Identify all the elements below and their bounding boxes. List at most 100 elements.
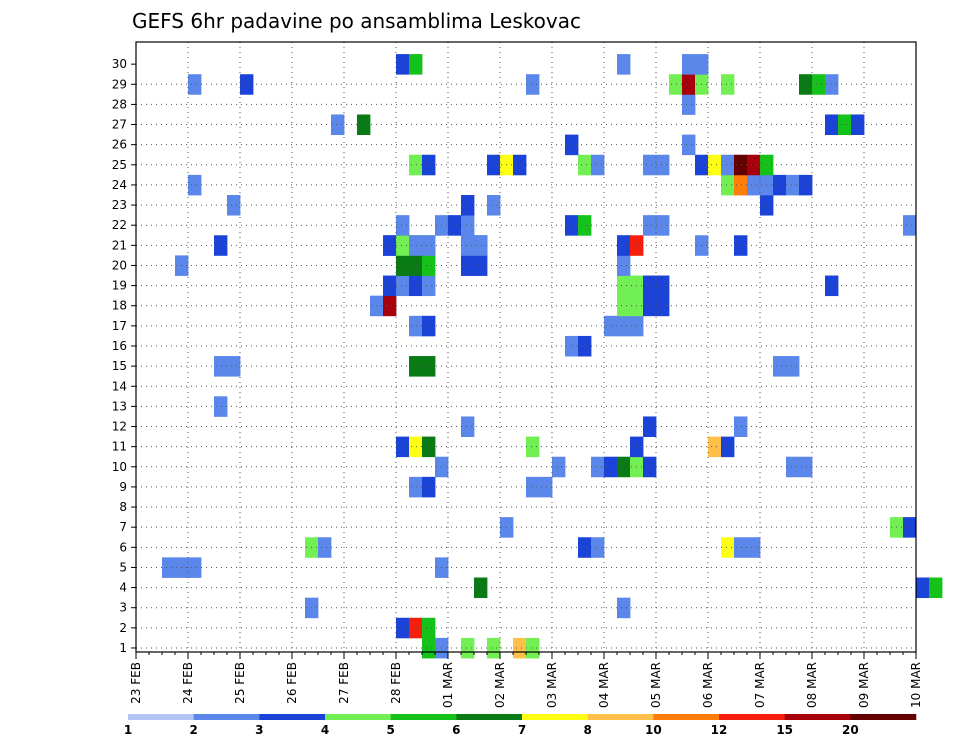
- heatmap-cell: [422, 356, 436, 377]
- heatmap-cell: [643, 456, 657, 478]
- heatmap-cell: [409, 436, 423, 458]
- heatmap-cell: [916, 577, 930, 599]
- heatmap-cell: [773, 356, 787, 377]
- heatmap-cell: [617, 315, 631, 337]
- heatmap-cell: [903, 215, 917, 236]
- colorbar-swatch: [522, 714, 588, 720]
- heatmap-cell: [591, 456, 605, 478]
- heatmap-cell: [656, 275, 670, 297]
- heatmap-cell: [409, 476, 423, 498]
- heatmap-cell: [409, 315, 423, 337]
- heatmap-cell: [396, 235, 410, 256]
- heatmap-cell: [461, 235, 475, 256]
- y-tick-label: 6: [119, 540, 127, 554]
- cells-layer: [162, 54, 943, 659]
- heatmap-cell: [188, 174, 202, 196]
- y-tick-label: 16: [112, 339, 127, 353]
- heatmap-cell: [695, 54, 709, 75]
- y-tick-label: 17: [112, 319, 127, 333]
- y-tick-label: 25: [112, 158, 127, 172]
- heatmap-cell: [851, 114, 865, 136]
- heatmap-cell: [656, 215, 670, 236]
- heatmap-cell: [214, 356, 228, 377]
- colorbar-swatch: [587, 714, 654, 720]
- colorbar-label: 2: [189, 723, 197, 737]
- heatmap-cell: [617, 235, 631, 256]
- heatmap-cell: [409, 356, 423, 377]
- heatmap-cell: [578, 335, 592, 357]
- colorbar-label: 12: [711, 723, 728, 737]
- heatmap-cell: [487, 195, 501, 216]
- heatmap-cell: [396, 436, 410, 458]
- heatmap-cell: [682, 134, 696, 156]
- heatmap-cell: [448, 215, 462, 236]
- heatmap-cell: [526, 74, 540, 95]
- heatmap-cell: [734, 154, 748, 176]
- heatmap-cell: [799, 456, 813, 478]
- heatmap-cell: [383, 275, 397, 297]
- y-tick-label: 19: [112, 279, 127, 293]
- heatmap-cell: [396, 275, 410, 297]
- x-tick-label: 06 MAR: [701, 662, 715, 708]
- heatmap-cell: [617, 255, 631, 276]
- heatmap-cell: [474, 577, 488, 599]
- heatmap-cell: [773, 174, 787, 196]
- heatmap-cell: [227, 195, 241, 216]
- y-tick-label: 12: [112, 420, 127, 434]
- y-tick-label: 18: [112, 299, 127, 313]
- x-tick-label: 23 FEB: [129, 662, 143, 704]
- heatmap-cell: [318, 537, 332, 558]
- heatmap-cell: [617, 54, 631, 75]
- x-tick-label: 04 MAR: [597, 662, 611, 708]
- heatmap-cell: [643, 275, 657, 297]
- y-tick-label: 21: [112, 238, 127, 252]
- heatmap-cell: [409, 154, 423, 176]
- heatmap-cell: [422, 235, 436, 256]
- colorbar-label: 8: [583, 723, 591, 737]
- heatmap-cell: [721, 154, 735, 176]
- heatmap-cell: [929, 577, 943, 599]
- heatmap-cell: [422, 275, 436, 297]
- heatmap-cell: [721, 436, 735, 458]
- heatmap-cell: [214, 235, 228, 256]
- heatmap-cell: [487, 154, 501, 176]
- y-tick-label: 15: [112, 359, 127, 373]
- heatmap-cell: [812, 74, 826, 95]
- y-tick-label: 7: [119, 520, 127, 534]
- colorbar-label: 15: [776, 723, 793, 737]
- heatmap-cell: [396, 54, 410, 75]
- x-tick-label: 10 MAR: [909, 662, 923, 708]
- colorbar-swatch: [784, 714, 851, 720]
- y-tick-label: 24: [112, 178, 127, 192]
- heatmap-cell: [643, 416, 657, 437]
- heatmap-cell: [461, 215, 475, 236]
- y-tick-label: 11: [112, 440, 127, 454]
- colorbar-swatch: [390, 714, 457, 720]
- heatmap-cell: [188, 74, 202, 95]
- colorbar-swatch: [850, 714, 917, 720]
- heatmap-cell: [734, 416, 748, 437]
- colorbar-label: 6: [452, 723, 460, 737]
- heatmap-cell: [162, 557, 176, 578]
- heatmap-cell: [409, 275, 423, 297]
- x-tick-label: 25 FEB: [233, 662, 247, 704]
- heatmap-cell: [669, 74, 683, 95]
- colorbar-swatch: [653, 714, 720, 720]
- x-tick-label: 26 FEB: [285, 662, 299, 704]
- heatmap-cell: [682, 74, 696, 95]
- heatmap-cell: [591, 537, 605, 558]
- heatmap-cell: [604, 456, 618, 478]
- heatmap-cell: [422, 436, 436, 458]
- heatmap-cell: [422, 476, 436, 498]
- colorbar-label: 1: [124, 723, 132, 737]
- heatmap-cell: [331, 114, 345, 136]
- heatmap-cell: [578, 537, 592, 558]
- colorbar-swatch: [128, 714, 194, 720]
- y-tick-label: 5: [119, 560, 127, 574]
- heatmap-cell: [526, 436, 540, 458]
- heatmap-cell: [396, 215, 410, 236]
- heatmap-cell: [656, 295, 670, 317]
- heatmap-cell: [786, 356, 800, 377]
- heatmap-cell: [396, 255, 410, 276]
